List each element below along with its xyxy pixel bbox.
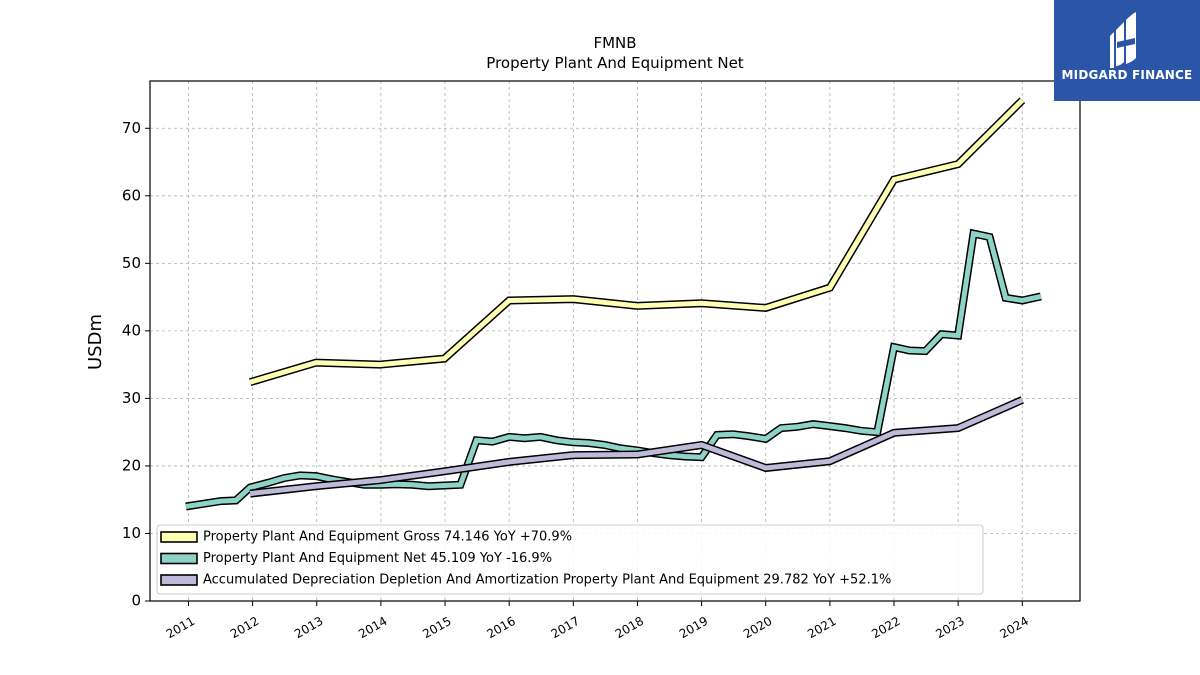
series-line-accum [249,397,1024,497]
legend-label-gross: Property Plant And Equipment Gross 74.14… [203,530,572,545]
y-axis-label: USDm [85,314,106,370]
y-tick-label: 30 [122,389,141,407]
y-tick-label: 0 [131,592,141,610]
legend-label-net: Property Plant And Equipment Net 45.109 … [203,551,552,566]
x-tick-label: 2018 [613,614,646,641]
x-tick-label: 2011 [164,614,197,641]
x-tick-label: 2016 [484,614,517,641]
x-tick-label: 2015 [420,614,453,641]
legend-swatch-net [160,552,198,565]
series-line-gross [249,98,1025,385]
x-tick-label: 2017 [549,614,582,641]
x-tick-label: 2014 [356,614,389,641]
y-tick-label: 60 [122,186,141,204]
midgard-logo: MIDGARD FINANCE [1054,0,1200,101]
legend-box [156,524,984,595]
legend-label-accum: Accumulated Depreciation Depletion And A… [203,573,891,588]
series-lines [185,97,1042,511]
legend-swatch-accum [160,574,198,586]
x-tick-label: 2013 [292,614,325,641]
x-tick-label: 2024 [998,614,1031,641]
y-tick-label: 10 [122,524,141,542]
midgard-logo-icon [1054,0,1200,101]
series-line-gross-outline [248,97,1026,387]
x-tick-label: 2020 [741,614,774,641]
legend-swatch-gross [160,531,198,543]
y-tick-label: 40 [122,321,141,339]
y-tick-label: 20 [122,456,141,474]
y-tick-label: 50 [122,254,141,272]
legend: Property Plant And Equipment Gross 74.14… [156,524,984,595]
x-tick-label: 2022 [869,614,902,641]
x-tick-label: 2019 [677,614,710,641]
chart-subtitle: Property Plant And Equipment Net [486,54,743,72]
logo-text: MIDGARD FINANCE [1061,68,1193,82]
x-tick-label: 2012 [228,614,261,641]
y-tick-label: 70 [122,119,141,137]
chart-title: FMNB [593,34,636,52]
x-tick-label: 2021 [805,614,838,641]
plot-frame [149,80,1081,602]
x-tick-label: 2023 [933,614,966,641]
